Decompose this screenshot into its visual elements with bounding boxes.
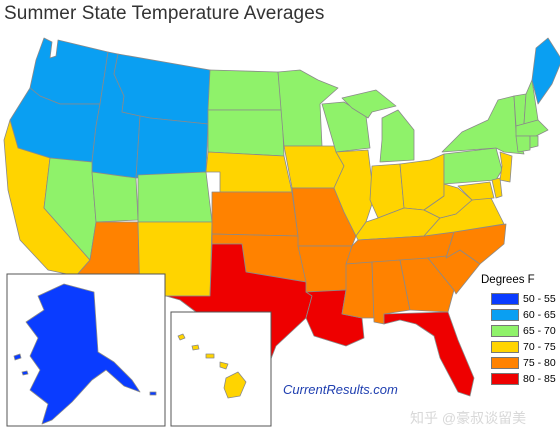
legend-label: 80 - 85 <box>523 373 556 385</box>
state-KS <box>211 191 299 237</box>
legend-item: 50 - 55 <box>491 291 556 307</box>
legend-swatch <box>491 293 519 305</box>
legend-swatch <box>491 325 519 337</box>
legend-swatch <box>491 357 519 369</box>
source-credit: CurrentResults.com <box>283 382 398 397</box>
state-WI <box>321 101 371 153</box>
legend-item: 65 - 70 <box>491 323 556 339</box>
state-WV <box>423 183 473 219</box>
legend-label: 70 - 75 <box>523 341 556 353</box>
watermark: 知乎 @豪叔谈留美 <box>410 410 527 426</box>
state-MD <box>457 181 495 201</box>
state-WY <box>135 115 209 179</box>
state-HI <box>177 333 247 399</box>
state-UT <box>91 171 139 223</box>
state-NE <box>205 151 293 193</box>
state-AR <box>297 245 353 293</box>
state-IA <box>283 145 345 189</box>
legend: Degrees F 50 - 55 60 - 65 65 - 70 70 - 7… <box>481 274 556 387</box>
hawaii-inset-frame <box>170 311 272 427</box>
legend-title: Degrees F <box>481 274 535 286</box>
state-GA <box>399 257 455 313</box>
state-MA <box>515 119 549 137</box>
legend-swatch <box>491 341 519 353</box>
state-NY <box>441 95 525 155</box>
state-AK-islands <box>13 353 157 396</box>
state-ND <box>207 69 283 111</box>
state-SD <box>207 109 285 157</box>
state-ME <box>531 37 560 105</box>
legend-label: 65 - 70 <box>523 325 556 337</box>
legend-swatch <box>491 373 519 385</box>
legend-item: 80 - 85 <box>491 371 556 387</box>
legend-label: 75 - 80 <box>523 357 556 369</box>
state-WA <box>29 37 109 105</box>
state-RI <box>529 135 539 149</box>
map-title: Summer State Temperature Averages <box>4 3 325 24</box>
state-MS <box>341 261 375 319</box>
state-AK <box>25 283 141 425</box>
legend-label: 50 - 55 <box>523 293 556 305</box>
state-FL <box>383 311 475 397</box>
state-CT <box>515 135 531 153</box>
legend-label: 60 - 65 <box>523 309 556 321</box>
legend-item: 70 - 75 <box>491 339 556 355</box>
state-DE <box>491 177 503 199</box>
state-MI <box>341 89 415 163</box>
legend-item: 60 - 65 <box>491 307 556 323</box>
state-CO <box>137 171 213 223</box>
state-NJ <box>499 151 513 183</box>
legend-swatch <box>491 309 519 321</box>
state-MT <box>113 53 211 125</box>
state-PA <box>443 147 503 185</box>
legend-item: 75 - 80 <box>491 355 556 371</box>
